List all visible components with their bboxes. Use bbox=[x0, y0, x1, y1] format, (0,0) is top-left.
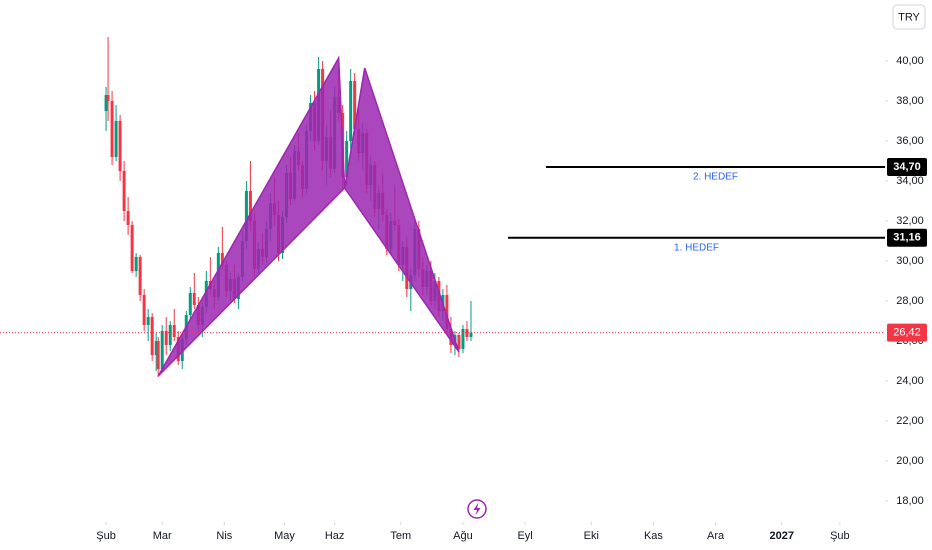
candle-body bbox=[461, 329, 465, 349]
x-tick-label: Eyl bbox=[517, 530, 532, 542]
candle-body bbox=[160, 331, 164, 369]
price-tag bbox=[887, 158, 927, 176]
candle-body bbox=[138, 257, 142, 295]
candle-body bbox=[469, 332, 473, 337]
candle-body bbox=[345, 141, 349, 177]
candle-body bbox=[126, 211, 130, 225]
x-tick-label: Şub bbox=[830, 530, 850, 542]
price-tag-label: 34,70 bbox=[893, 161, 921, 173]
candle-body bbox=[220, 253, 224, 265]
candle-body bbox=[244, 191, 248, 241]
x-tick-label: Eki bbox=[584, 530, 599, 542]
plot-area: 2. HEDEF 1. HEDEF bbox=[0, 37, 885, 377]
candle-body bbox=[146, 317, 150, 325]
candle-body bbox=[104, 95, 108, 111]
candle-body bbox=[465, 329, 469, 337]
y-tick-label: 24,00 bbox=[896, 375, 924, 387]
candle-body bbox=[106, 95, 110, 101]
candle-body bbox=[110, 101, 114, 157]
candle-body bbox=[353, 81, 357, 129]
x-tick-label: Şub bbox=[96, 530, 116, 542]
candle-body bbox=[114, 121, 118, 157]
x-tick-label: Ara bbox=[707, 530, 725, 542]
candle-body bbox=[172, 325, 176, 337]
candle-body bbox=[349, 81, 353, 141]
currency-label: TRY bbox=[898, 11, 920, 23]
candle-body bbox=[156, 341, 160, 369]
x-tick-label: May bbox=[274, 530, 295, 542]
price-tag bbox=[887, 228, 927, 247]
price-tag bbox=[887, 323, 927, 342]
candle-body bbox=[188, 293, 192, 315]
candle-body bbox=[154, 341, 158, 355]
candle-body bbox=[164, 331, 168, 345]
candle-body bbox=[168, 325, 172, 345]
y-tick-label: 32,00 bbox=[896, 215, 924, 227]
y-tick-label: 20,00 bbox=[896, 455, 924, 467]
y-tick-label: 28,00 bbox=[896, 295, 924, 307]
x-tick-label: 2027 bbox=[770, 530, 794, 542]
y-tick-label: 34,00 bbox=[896, 175, 924, 187]
candle-body bbox=[248, 191, 252, 221]
y-tick-label: 18,00 bbox=[896, 495, 924, 507]
x-tick-label: Ağu bbox=[453, 530, 473, 542]
candle-body bbox=[118, 121, 122, 171]
candle-body bbox=[457, 335, 461, 349]
candle-body bbox=[150, 317, 154, 355]
y-tick-label: 38,00 bbox=[896, 95, 924, 107]
lightning-icon[interactable] bbox=[467, 499, 487, 519]
x-tick-label: Nis bbox=[216, 530, 232, 542]
price-tag-label: 31,16 bbox=[893, 232, 921, 244]
target-text: 1. HEDEF bbox=[674, 242, 719, 253]
candle-body bbox=[122, 171, 126, 211]
pattern-triangle bbox=[343, 67, 460, 353]
y-tick-label: 40,00 bbox=[896, 55, 924, 67]
y-tick-label: 30,00 bbox=[896, 255, 924, 267]
target-text: 2. HEDEF bbox=[693, 172, 738, 183]
x-tick-label: Haz bbox=[325, 530, 345, 542]
currency-button[interactable] bbox=[892, 4, 926, 30]
candle-body bbox=[142, 295, 146, 325]
y-tick-label: 22,00 bbox=[896, 415, 924, 427]
x-tick-label: Tem bbox=[390, 530, 411, 542]
y-tick-label: 36,00 bbox=[896, 135, 924, 147]
price-tag-label: 26,42 bbox=[893, 327, 921, 339]
candle-body bbox=[192, 293, 196, 305]
pattern-triangle bbox=[157, 55, 346, 377]
candle-body bbox=[134, 257, 138, 271]
x-tick-label: Kas bbox=[644, 530, 663, 542]
candle-body bbox=[130, 225, 134, 271]
x-tick-label: Mar bbox=[153, 530, 172, 542]
candle-body bbox=[445, 295, 449, 329]
